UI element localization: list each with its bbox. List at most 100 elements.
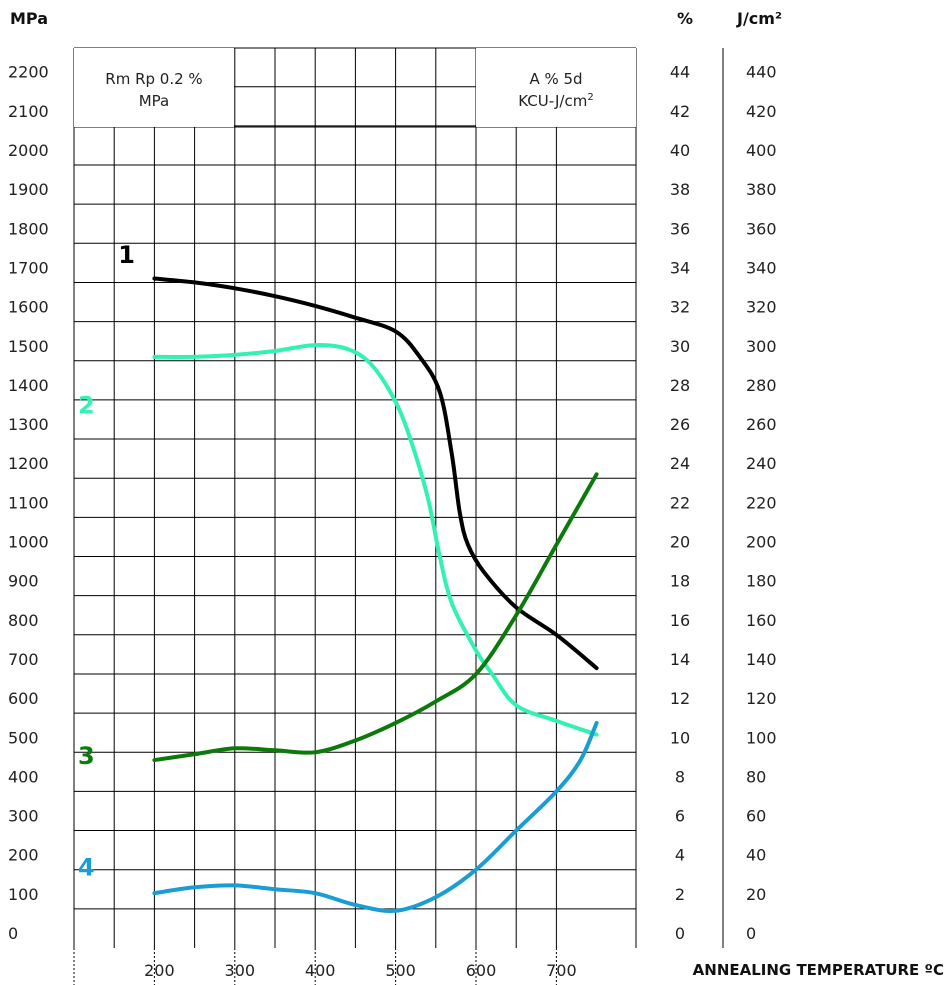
series-line-1 <box>152 276 599 671</box>
y-tick-label: 2000 <box>8 141 49 160</box>
y-tick-label: 0 <box>8 924 18 943</box>
y-tick-label: 1300 <box>8 415 49 434</box>
pct-tick-label: 18 <box>670 572 690 591</box>
pct-tick-label: 34 <box>670 258 690 277</box>
y-tick-label: 1600 <box>8 298 49 317</box>
kcu-tick-label: 60 <box>746 807 766 826</box>
pct-tick-label: 42 <box>670 102 690 121</box>
box-left-bg <box>74 48 234 127</box>
pct-tick-label: 30 <box>670 337 690 356</box>
x-tick-label: 300 <box>225 961 256 980</box>
y-tick-label: 2200 <box>8 63 49 82</box>
x-tick-label: 600 <box>466 961 497 980</box>
y-tick-label: 1200 <box>8 454 49 473</box>
series-number-labels: 1 2 3 4 <box>78 241 135 882</box>
pct-tick-label: 26 <box>670 415 690 434</box>
pct-tick-label: 22 <box>670 493 690 512</box>
box-right-line2-sup: 2 <box>587 92 593 103</box>
pct-tick-label: 4 <box>675 846 685 865</box>
y-tick-label: 700 <box>8 650 39 669</box>
x-tick-label: 500 <box>385 961 416 980</box>
y-tick-label: 500 <box>8 728 39 747</box>
kcu-tick-label: 420 <box>746 102 777 121</box>
x-axis-title: ANNEALING TEMPERATURE ºC <box>693 961 944 979</box>
pct-tick-label: 2 <box>675 885 685 904</box>
series-line-3 <box>152 472 599 763</box>
kcu-tick-label: 400 <box>746 141 777 160</box>
pct-tick-label: 8 <box>675 767 685 786</box>
series-label-4: 4 <box>78 854 95 882</box>
kcu-tick-label: 340 <box>746 258 777 277</box>
ylabel-pct: % <box>677 9 693 28</box>
box-right-line2: KCU-J/cm2 <box>518 92 593 110</box>
kcu-tick-label: 180 <box>746 572 777 591</box>
series-lines <box>152 276 599 914</box>
kcu-tick-label: 320 <box>746 298 777 317</box>
kcu-tick-label: 20 <box>746 885 766 904</box>
kcu-tick-label: 0 <box>746 924 756 943</box>
series-label-2: 2 <box>78 392 95 420</box>
y-tick-label: 300 <box>8 807 39 826</box>
y-tick-label: 1800 <box>8 219 49 238</box>
x-tick-labels: 200 300 400 500 600 700 <box>144 961 577 980</box>
pct-tick-label: 14 <box>670 650 690 669</box>
pct-tick-label: 38 <box>670 180 690 199</box>
pct-tick-label: 36 <box>670 219 690 238</box>
pct-tick-label: 44 <box>670 63 690 82</box>
x-tick-label: 400 <box>305 961 336 980</box>
kcu-tick-label: 260 <box>746 415 777 434</box>
kcu-tick-label: 220 <box>746 493 777 512</box>
y-tick-labels: 0 100 200 300 400 500 600 700 800 900 1000 1100 1200… <box>8 63 49 943</box>
kcu-tick-label: 360 <box>746 219 777 238</box>
y-tick-label: 600 <box>8 689 39 708</box>
x-tick-label: 200 <box>144 961 175 980</box>
box-left-line1: Rm Rp 0.2 % <box>105 70 202 88</box>
pct-tick-label: 28 <box>670 376 690 395</box>
kcu-tick-label: 100 <box>746 728 777 747</box>
box-right-line2-main: KCU-J/cm <box>518 92 587 110</box>
y-tick-label: 200 <box>8 846 39 865</box>
kcu-tick-label: 140 <box>746 650 777 669</box>
kcu-tick-label: 160 <box>746 611 777 630</box>
pct-tick-label: 0 <box>675 924 685 943</box>
pct-tick-label: 12 <box>670 689 690 708</box>
kcu-tick-label: 300 <box>746 337 777 356</box>
y-tick-label: 2100 <box>8 102 49 121</box>
pct-tick-label: 32 <box>670 298 690 317</box>
pct-tick-label: 24 <box>670 454 690 473</box>
kcu-tick-label: 200 <box>746 533 777 552</box>
kcu-tick-label: 240 <box>746 454 777 473</box>
y-tick-label: 800 <box>8 611 39 630</box>
y-tick-label: 400 <box>8 767 39 786</box>
y-tick-label: 1000 <box>8 533 49 552</box>
box-right-line1: A % 5d <box>529 70 582 88</box>
series-label-1: 1 <box>118 241 135 269</box>
y-tick-label: 1700 <box>8 258 49 277</box>
kcu-tick-labels: 0 20 40 60 80 100 120 140 160 180 200 220 240 260 280 3… <box>746 63 777 943</box>
pct-tick-label: 40 <box>670 141 690 160</box>
grid <box>73 47 724 985</box>
kcu-tick-label: 280 <box>746 376 777 395</box>
pct-tick-label: 10 <box>670 728 690 747</box>
ylabel-mpa: MPa <box>10 9 48 28</box>
y-tick-label: 1900 <box>8 180 49 199</box>
pct-tick-label: 16 <box>670 611 690 630</box>
kcu-tick-label: 80 <box>746 767 766 786</box>
y-tick-label: 1100 <box>8 493 49 512</box>
box-right-bg <box>476 48 636 127</box>
kcu-tick-label: 120 <box>746 689 777 708</box>
series-label-3: 3 <box>78 742 95 770</box>
ylabel-kcu: J/cm² <box>736 9 782 28</box>
pct-tick-labels: 0246810121416182022242628303234363840424… <box>670 63 690 943</box>
kcu-tick-label: 380 <box>746 180 777 199</box>
y-tick-label: 1400 <box>8 376 49 395</box>
pct-tick-label: 6 <box>675 807 685 826</box>
pct-tick-label: 20 <box>670 533 690 552</box>
kcu-tick-label: 40 <box>746 846 766 865</box>
series-line-2 <box>152 343 599 737</box>
box-left-line2: MPa <box>139 92 170 110</box>
y-tick-label: 100 <box>8 885 39 904</box>
kcu-tick-label: 440 <box>746 63 777 82</box>
x-tick-label: 700 <box>546 961 577 980</box>
